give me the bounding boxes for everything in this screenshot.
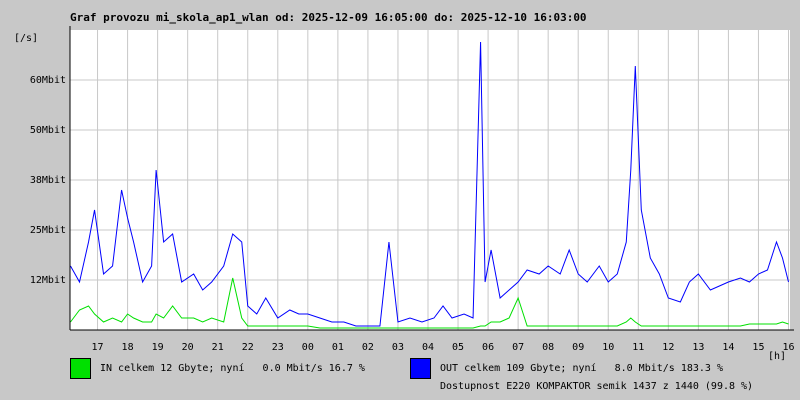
x-tick-label: 05 [452, 342, 464, 353]
x-tick-label: 21 [212, 342, 224, 353]
chart-title: Graf provozu mi_skola_ap1_wlan od: 2025-… [70, 11, 587, 24]
data-line [70, 41, 789, 327]
legend-label: IN celkem 12 Gbyte; nyní 0.0 Mbit/s 16.7… [100, 362, 365, 374]
legend-swatch [70, 358, 91, 379]
x-tick-label: 01 [332, 342, 344, 353]
x-tick-label: 19 [152, 342, 164, 353]
x-tick-label: 04 [422, 342, 434, 353]
y-tick-label: 25Mbit [30, 225, 66, 236]
legend-label: OUT celkem 109 Gbyte; nyní 8.0 Mbit/s 18… [440, 362, 723, 374]
x-tick-label: 16 [782, 342, 794, 353]
x-tick-label: 09 [572, 342, 584, 353]
y-axis-label: [/s] [14, 33, 38, 44]
x-tick-label: 20 [182, 342, 194, 353]
x-tick-label: 10 [602, 342, 614, 353]
x-axis-label: [h] [768, 351, 786, 362]
x-tick-label: 07 [512, 342, 524, 353]
data-line [70, 277, 789, 329]
x-tick-label: 17 [92, 342, 104, 353]
x-tick-label: 18 [122, 342, 134, 353]
x-tick-label: 03 [392, 342, 404, 353]
y-tick-label: 60Mbit [30, 75, 66, 86]
legend-swatch [410, 358, 431, 379]
x-tick-label: 14 [722, 342, 734, 353]
x-tick-label: 11 [632, 342, 644, 353]
y-tick-label: 38Mbit [30, 175, 66, 186]
x-tick-label: 08 [542, 342, 554, 353]
x-tick-label: 23 [272, 342, 284, 353]
x-tick-label: 00 [302, 342, 314, 353]
x-tick-label: 15 [752, 342, 764, 353]
x-tick-label: 22 [242, 342, 254, 353]
y-tick-label: 12Mbit [30, 275, 66, 286]
x-tick-label: 06 [482, 342, 494, 353]
annotation: Dostupnost E220 KOMPAKTOR semik 1437 z 1… [440, 381, 753, 392]
x-tick-label: 02 [362, 342, 374, 353]
x-tick-label: 13 [692, 342, 704, 353]
x-tick-label: 12 [662, 342, 674, 353]
y-tick-label: 50Mbit [30, 125, 66, 136]
